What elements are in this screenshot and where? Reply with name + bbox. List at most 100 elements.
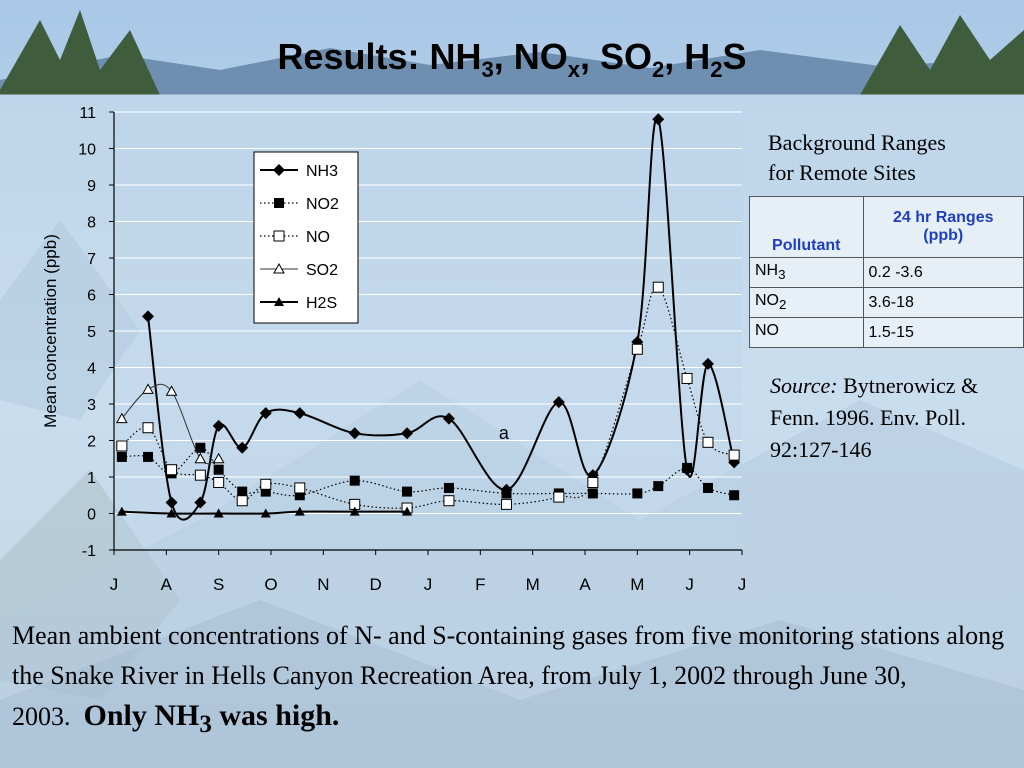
title-part: , NO	[493, 36, 568, 77]
data-point-no2	[195, 442, 206, 453]
legend-marker-h2s	[274, 297, 284, 306]
ranges-title-line1: Background Ranges	[768, 130, 946, 155]
x-tick-label: M	[630, 575, 644, 594]
data-point-nh3	[194, 496, 207, 509]
data-point-no	[260, 478, 272, 490]
ranges-title: Background Ranges for Remote Sites	[768, 128, 1018, 188]
x-tick-label: M	[526, 575, 540, 594]
y-tick-label: 7	[87, 251, 96, 268]
data-point-no2	[143, 451, 154, 462]
header-range-line2: (ppb)	[923, 227, 964, 244]
legend-label-no2: NO2	[306, 196, 339, 213]
x-tick-label: J	[685, 575, 694, 594]
data-point-no	[587, 476, 599, 488]
pollutant-sub: 2	[779, 297, 787, 313]
legend-box	[253, 151, 359, 324]
x-tick-label: D	[370, 575, 382, 594]
data-point-so2	[116, 412, 128, 424]
legend-marker-no2	[274, 198, 284, 208]
data-point-no2	[443, 482, 454, 493]
data-point-no	[501, 498, 512, 510]
data-point-no	[728, 449, 740, 461]
y-tick-label: 10	[78, 142, 96, 159]
range-cell: 3.6-18	[862, 287, 1024, 318]
table-row: NO2 3.6-18	[749, 287, 1024, 318]
x-tick-label: A	[161, 575, 173, 594]
data-point-h2s	[116, 506, 127, 516]
caption-emphasis: Only NH3 was high.	[83, 699, 340, 738]
data-point-no	[294, 482, 306, 494]
data-point-nh3	[142, 310, 155, 323]
header-range-line1: 24 hr Ranges	[893, 209, 994, 226]
data-point-no2	[349, 475, 360, 486]
legend-marker-no	[273, 230, 285, 242]
legend-marker-nh3	[273, 164, 285, 176]
data-point-so2	[194, 452, 207, 464]
x-tick-label: F	[475, 575, 485, 594]
data-point-no2	[729, 490, 740, 501]
chart-annotation: a	[499, 423, 510, 443]
table-row: NH3 0.2 -3.6	[749, 257, 1024, 288]
data-point-h2s	[294, 506, 305, 516]
data-point-no2	[587, 488, 598, 499]
y-tick-label: 9	[87, 178, 96, 195]
title-sub: x	[567, 57, 580, 83]
data-point-h2s	[349, 506, 360, 516]
data-point-so2	[212, 452, 225, 464]
y-tick-label: 5	[87, 324, 96, 341]
source-label: Source:	[770, 373, 838, 398]
data-point-no2	[682, 462, 693, 473]
x-tick-label: J	[738, 575, 747, 594]
data-point-so2	[165, 385, 178, 396]
caption-emph-sub: 3	[199, 711, 212, 738]
data-point-no	[236, 495, 248, 507]
data-point-no	[213, 476, 225, 488]
data-point-h2s	[402, 506, 413, 516]
caption-emph-pre: Only NH	[83, 699, 200, 732]
title-part: S	[722, 36, 747, 77]
data-point-nh3	[259, 407, 272, 420]
pollutant-name: NH	[755, 262, 779, 280]
y-tick-label: 2	[87, 434, 96, 451]
data-point-so2	[142, 383, 154, 394]
pollutant-name: NO	[755, 292, 779, 310]
y-tick-label: 11	[79, 105, 96, 122]
x-tick-label: N	[317, 575, 329, 594]
data-point-no2	[116, 451, 127, 462]
title-sub: 2	[652, 57, 665, 83]
header-pollutant-label: Pollutant	[772, 237, 841, 254]
data-point-no2	[653, 481, 664, 492]
data-point-h2s	[166, 508, 177, 518]
data-point-nh3	[236, 441, 249, 454]
table-row: NO 1.5-15	[749, 317, 1024, 348]
data-point-nh3	[165, 496, 178, 509]
data-point-nh3	[552, 396, 565, 409]
range-cell: 0.2 -3.6	[862, 257, 1024, 288]
data-point-no2	[702, 482, 713, 493]
concentration-chart: -1 0 1 2 3 4 5 6 7 8 9 10 11 J A S O N D J F M A M J J Mean concen…	[41, 105, 747, 594]
legend-label-h2s: H2S	[306, 295, 337, 312]
source-citation: Source: Bytnerowicz & Fenn. 1996. Env. P…	[770, 370, 1020, 466]
x-tick-label: J	[110, 575, 119, 594]
y-tick-label: 6	[87, 288, 96, 305]
data-point-no	[166, 464, 178, 476]
title-sub: 2	[710, 57, 723, 83]
y-tick-label: 3	[87, 397, 96, 414]
header-range: 24 hr Ranges (ppb)	[862, 196, 1024, 258]
data-point-no	[652, 281, 664, 293]
data-point-no2	[294, 490, 305, 501]
caption-emph-post: was high.	[211, 699, 340, 732]
slide-title: Results: NH3, NOx, SO2, H2S	[0, 36, 1024, 83]
pollutant-name: NO	[755, 322, 779, 340]
title-part: Results: NH	[277, 36, 482, 77]
figure-caption: Mean ambient concentrations of N- and S-…	[12, 616, 1012, 745]
data-point-no	[116, 440, 128, 452]
pollutant-cell: NH3	[749, 257, 864, 288]
data-point-no	[443, 495, 455, 507]
data-point-nh3	[652, 113, 665, 126]
data-point-no2	[632, 488, 643, 499]
x-tick-label: J	[424, 575, 433, 594]
y-axis-label: Mean concentration (ppb)	[41, 234, 60, 428]
ranges-title-line2: for Remote Sites	[768, 160, 916, 185]
